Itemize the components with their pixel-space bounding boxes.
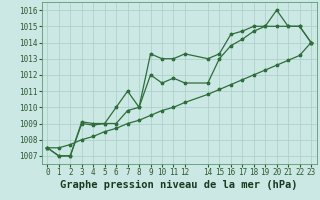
X-axis label: Graphe pression niveau de la mer (hPa): Graphe pression niveau de la mer (hPa) (60, 180, 298, 190)
